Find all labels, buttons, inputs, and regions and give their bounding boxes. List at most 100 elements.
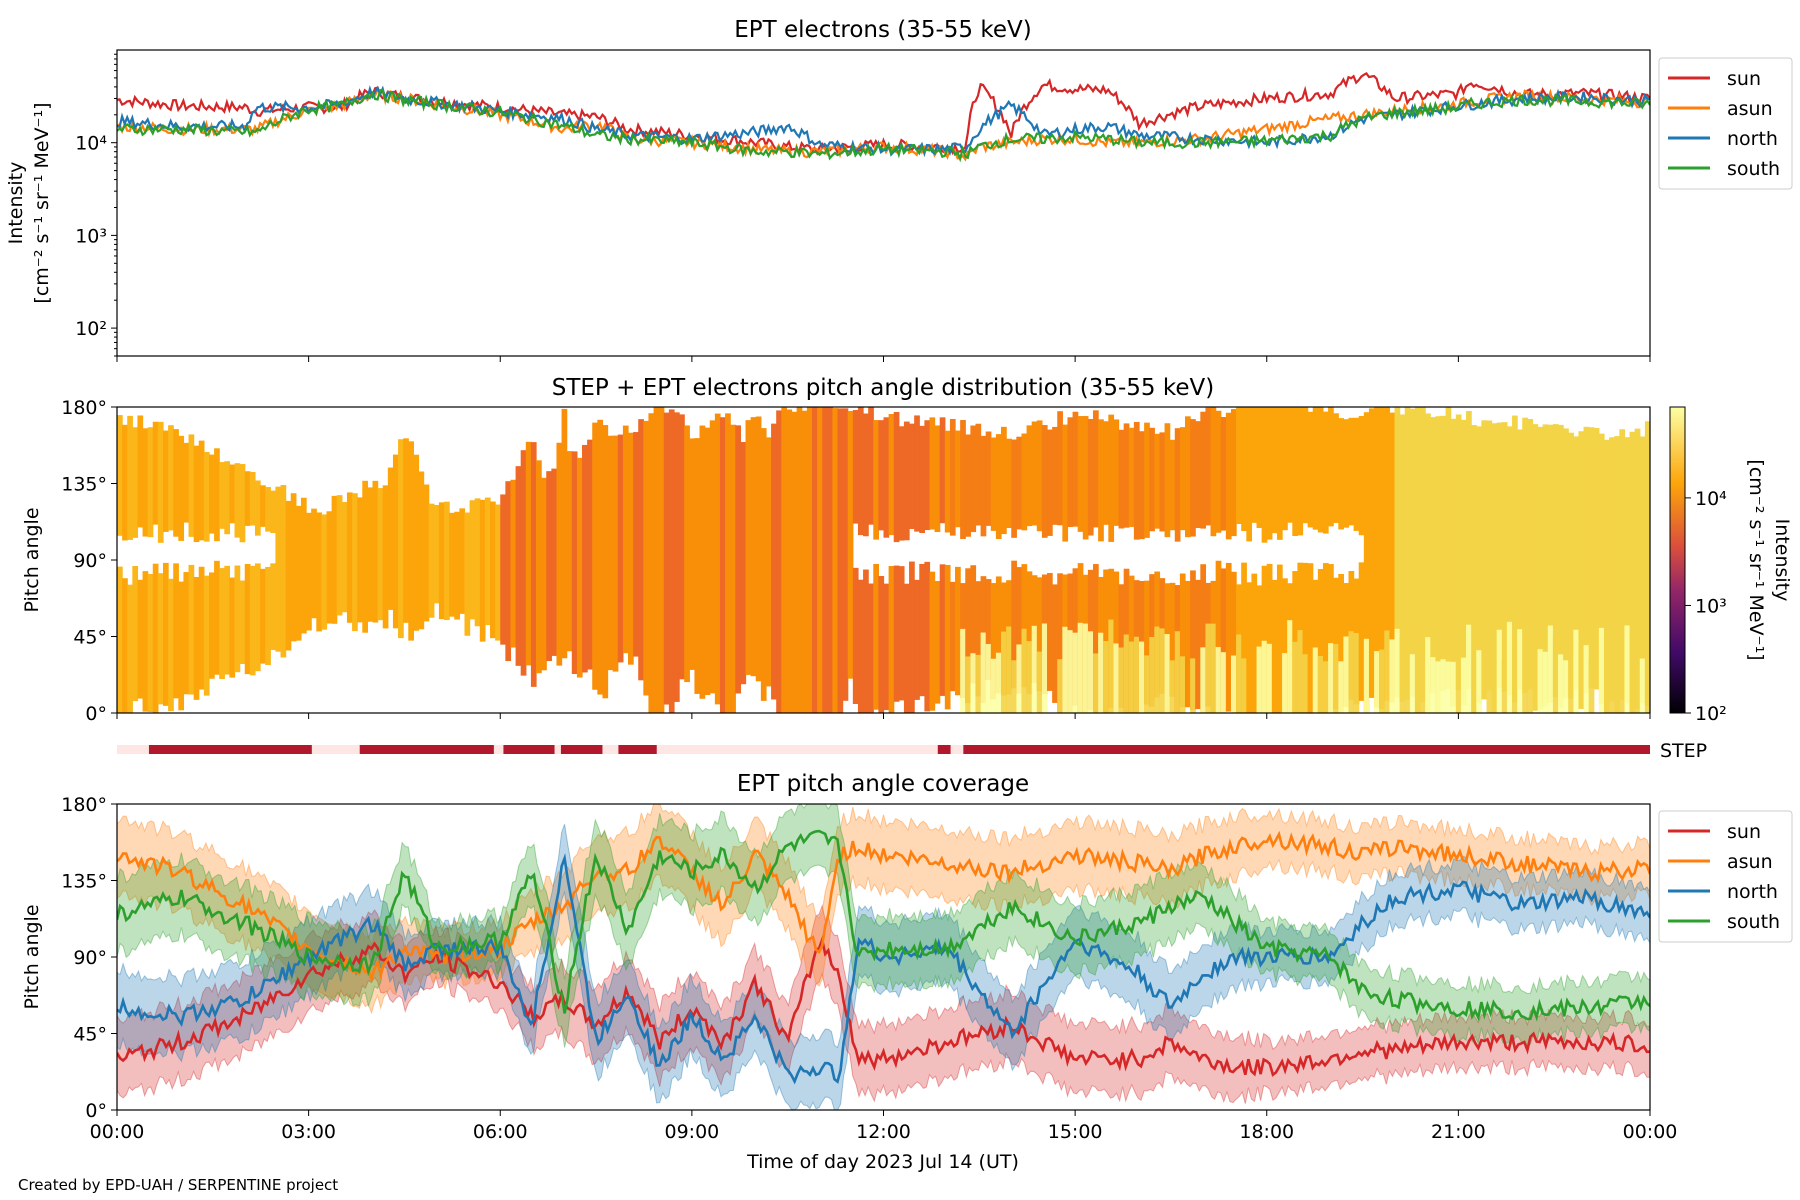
pad-heatmap-step-cell: [1139, 641, 1145, 713]
pad-heatmap-cell: [1358, 416, 1365, 536]
pad-heatmap-cell: [607, 435, 614, 671]
pad-heatmap-cell: [1629, 431, 1636, 713]
pad-heatmap-cell: [541, 477, 547, 671]
pad-heatmap-cell: [653, 407, 660, 713]
pad-heatmap-cell: [1266, 563, 1273, 713]
pad-heatmap-cell: [852, 567, 859, 704]
pad-heatmap-cell: [781, 407, 788, 713]
coverage-legend-label-asun: asun: [1727, 851, 1773, 873]
pad-heatmap-cell: [193, 576, 200, 700]
pad-heatmap-step-cell: [1031, 625, 1038, 713]
pad-heatmap-cell: [1328, 407, 1334, 527]
pad-heatmap-step-cell: [1282, 653, 1288, 713]
pad-heatmap-cell: [1041, 425, 1048, 538]
pad-heatmap-step-cell: [1016, 644, 1023, 713]
pad-heatmap-step-cell: [975, 654, 982, 713]
pad-heatmap-cell: [1445, 407, 1452, 689]
pad-heatmap-step-cell: [1379, 649, 1385, 713]
pad-heatmap-cell: [362, 480, 368, 633]
pad-heatmap-cell: [1471, 424, 1477, 713]
pad-heatmap-cell: [1598, 433, 1605, 705]
pad-heatmap-cell: [1317, 568, 1324, 713]
pad-heatmap-cell: [1440, 415, 1447, 692]
pad-heatmap-cell: [602, 425, 609, 699]
pad-heatmap-cell: [970, 425, 977, 533]
pad-heatmap-cell: [173, 429, 179, 537]
pad-heatmap-cell: [1026, 425, 1033, 527]
pad-heatmap-cell: [1522, 417, 1528, 694]
pad-heatmap-cell: [1169, 439, 1176, 531]
pad-heatmap-cell: [1379, 407, 1385, 710]
pad-heatmap-cell: [403, 438, 409, 623]
pad-heatmap-cell: [934, 581, 941, 704]
pad-heatmap-cell: [903, 421, 910, 541]
pad-heatmap-cell: [546, 471, 552, 662]
pad-heatmap-cell: [1052, 584, 1058, 703]
coverage-x-ticks: 00:00 03:00 06:00 09:00 12:00 15:00 18:00 21:00…: [90, 1110, 1678, 1143]
pad-heatmap-cell: [1087, 419, 1094, 536]
pad-heatmap-cell: [1236, 407, 1242, 524]
pad-heatmap-cell: [965, 568, 971, 704]
intensity-legend-label-asun: asun: [1727, 98, 1773, 120]
pad-heatmap-cell: [755, 416, 762, 682]
coverage-x-tick-label: 00:00: [1623, 1121, 1678, 1143]
coverage-x-tick-label: 12:00: [856, 1121, 911, 1143]
pad-heatmap-cell: [1368, 408, 1375, 698]
pad-heatmap-cell: [1174, 428, 1181, 542]
coverage-band-north: [117, 824, 1650, 1110]
pad-heatmap-cell: [1532, 424, 1539, 711]
pad-heatmap-cell: [1512, 415, 1518, 703]
pad-heatmap-cell: [1558, 424, 1564, 709]
pad-heatmap-cell: [525, 441, 532, 666]
pad-heatmap-step-cell: [1414, 648, 1421, 713]
coverage-x-tick-label: 21:00: [1431, 1121, 1486, 1143]
pad-heatmap-cell: [132, 427, 139, 538]
pad-heatmap-cell: [893, 565, 900, 702]
pad-heatmap-cell: [883, 417, 890, 538]
pad-heatmap-cell: [914, 579, 920, 700]
pad-heatmap-cell: [771, 423, 777, 700]
pad-heatmap-step-cell: [1573, 629, 1580, 713]
coverage-line-north: [117, 853, 1650, 1085]
pad-heatmap-cell: [1154, 433, 1161, 529]
pad-heatmap-cell: [536, 460, 542, 674]
pad-heatmap-step-cell: [1619, 619, 1626, 713]
pad-heatmap-cell: [1578, 431, 1585, 709]
pad-heatmap-cell: [1215, 410, 1222, 533]
pad-heatmap-cell: [806, 407, 813, 713]
pad-heatmap-cell: [1093, 564, 1099, 713]
pad-heatmap-cell: [1333, 413, 1339, 523]
pad-heatmap-cell: [801, 410, 808, 713]
pad-heatmap-cell: [842, 408, 849, 701]
pad-heatmap-cell: [857, 579, 864, 713]
pad-heatmap-cell: [1287, 407, 1293, 523]
pad-heatmap-cell: [1496, 422, 1503, 688]
pad-heatmap-step-cell: [1093, 653, 1099, 713]
coverage-line-asun: [117, 830, 1650, 983]
pad-heatmap-cell: [990, 437, 997, 531]
pad-heatmap-cell: [1276, 407, 1283, 540]
pad-heatmap-cell: [592, 422, 598, 690]
pad-heatmap-cell: [198, 566, 205, 690]
pad-heatmap-step-cell: [1604, 633, 1610, 713]
pad-heatmap-cell: [898, 426, 905, 541]
pad-heatmap-step-cell: [1317, 655, 1324, 713]
pad-heatmap-cell: [188, 564, 195, 695]
pad-heatmap-step-cell: [980, 632, 987, 713]
step-coverage-track: [117, 745, 1650, 754]
pad-heatmap-cell: [1271, 407, 1278, 534]
pad-heatmap-cell: [893, 411, 900, 543]
pad-heatmap-cell: [622, 425, 629, 654]
pad-heatmap-cell: [1246, 407, 1253, 542]
pad-heatmap-cell: [1568, 432, 1574, 699]
pad-heatmap-cell: [275, 486, 282, 652]
pad-heatmap-cell: [990, 583, 997, 700]
pad-heatmap-cell: [183, 442, 190, 523]
pad-heatmap-step-cell: [1215, 647, 1222, 713]
pad-heatmap-step-cell: [1547, 625, 1554, 713]
pad-heatmap-cell: [883, 583, 890, 711]
pad-heatmap-cell: [270, 490, 277, 534]
pad-heatmap-cell: [1282, 407, 1288, 531]
pad-heatmap-cell: [868, 583, 874, 713]
intensity-legend-label-sun: sun: [1727, 68, 1761, 90]
